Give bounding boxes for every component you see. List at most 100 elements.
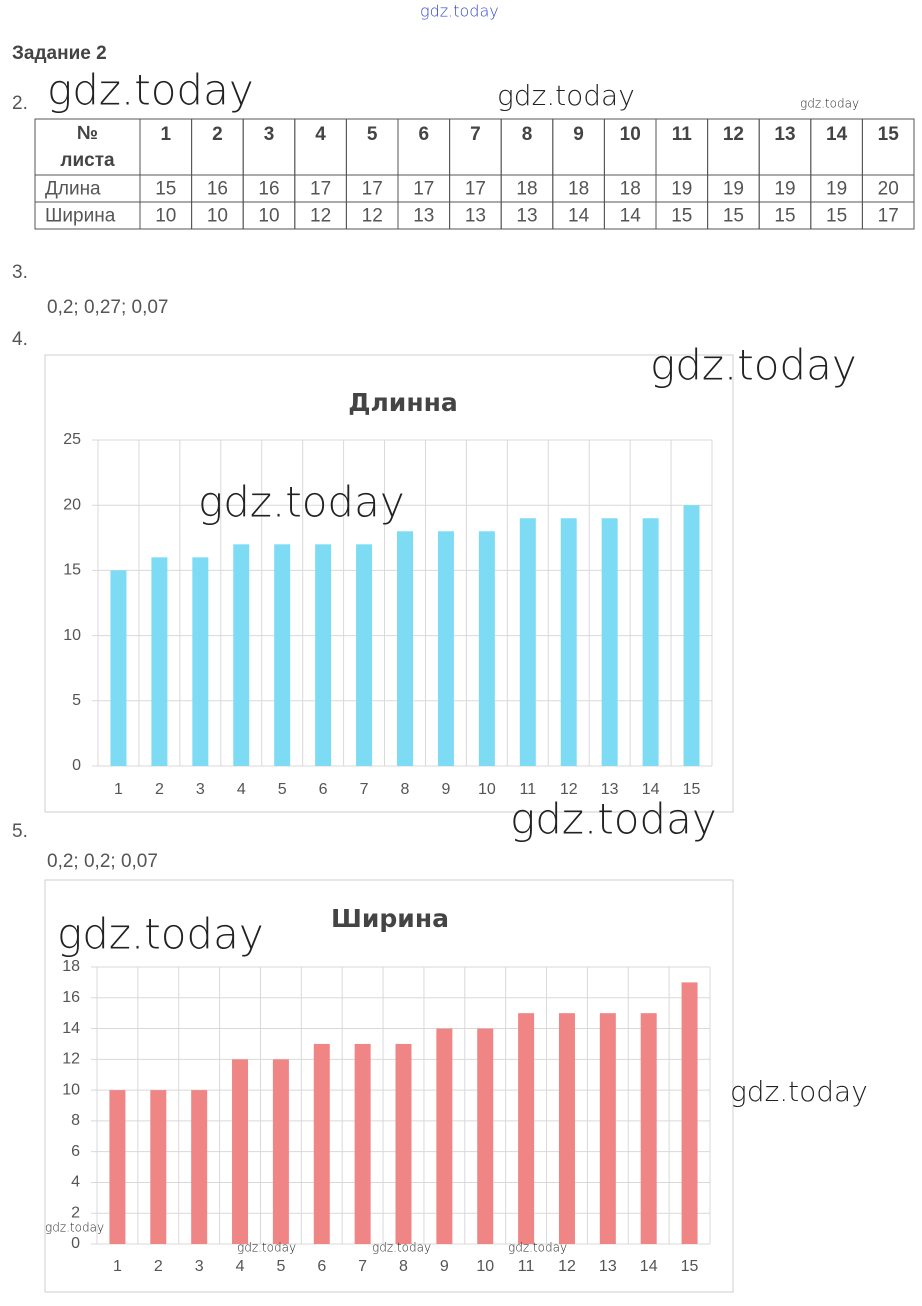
table-header-cell: 7 — [470, 124, 481, 145]
bar — [683, 505, 700, 766]
bar — [232, 1059, 249, 1244]
bar — [601, 518, 618, 766]
table-cell-text: 12 — [362, 206, 383, 227]
x-tick-label: 1 — [114, 781, 123, 798]
bar — [640, 1013, 657, 1244]
table-header-cell: 15 — [878, 124, 900, 145]
chart-frame — [44, 354, 734, 813]
table-header-cell: 5 — [367, 124, 378, 145]
table-header-cell: 11 — [672, 124, 693, 145]
table-cell-text: 19 — [671, 179, 692, 200]
y-tick-label: 10 — [62, 1081, 80, 1098]
table-header-cell: 14 — [826, 124, 848, 145]
watermark: gdz.today — [372, 1241, 431, 1255]
table-header-cell: 12 — [723, 124, 744, 145]
bar — [274, 544, 291, 766]
x-tick-label: 15 — [681, 1258, 699, 1275]
watermark: gdz.today — [198, 478, 405, 527]
bar — [518, 1013, 535, 1244]
table-header-cell: 1 — [161, 124, 172, 145]
table-cell-text: 18 — [516, 179, 537, 200]
bar — [354, 1043, 371, 1244]
watermark: gdz.today — [420, 2, 499, 21]
y-tick-label: 4 — [71, 1174, 80, 1191]
table-cell-text: 17 — [413, 179, 434, 200]
table-cell-text: 13 — [516, 206, 537, 227]
x-tick-label: 12 — [558, 1258, 576, 1275]
table-header-cell: 6 — [419, 124, 430, 145]
heading: Задание 2 — [12, 43, 107, 64]
table-cell-text: 15 — [774, 206, 795, 227]
bar — [558, 1013, 575, 1244]
y-tick-label: 20 — [63, 496, 81, 513]
x-tick-label: 14 — [642, 781, 660, 798]
y-tick-label: 12 — [62, 1051, 80, 1068]
table-cell-text: 10 — [258, 206, 279, 227]
table-cell-text: 10 — [207, 206, 228, 227]
table-header-cell: 3 — [264, 124, 275, 145]
answer: 0,2; 0,2; 0,07 — [47, 851, 158, 872]
x-tick-label: 15 — [683, 781, 701, 798]
x-tick-label: 7 — [358, 1258, 367, 1275]
x-tick-label: 4 — [237, 781, 246, 798]
x-tick-label: 7 — [360, 781, 369, 798]
table-header-cell: № листа — [60, 123, 115, 171]
bar — [395, 1043, 412, 1244]
x-tick-label: 14 — [640, 1258, 658, 1275]
table-cell-text: 14 — [568, 206, 590, 227]
x-tick-label: 6 — [319, 781, 328, 798]
watermark: gdz.today — [45, 1221, 104, 1235]
y-tick-label: 5 — [72, 692, 81, 709]
x-tick-label: 11 — [518, 1258, 535, 1275]
watermark: gdz.today — [47, 66, 254, 115]
item-number: 5. — [12, 821, 28, 842]
bar — [681, 982, 698, 1244]
table-cell-text: 19 — [826, 179, 847, 200]
table-cell-text: 15 — [155, 179, 176, 200]
table-cell-text: 17 — [310, 179, 331, 200]
table-cell-text: 19 — [774, 179, 795, 200]
bar — [110, 570, 127, 766]
y-tick-label: 18 — [62, 958, 80, 975]
table-cell — [861, 201, 915, 230]
table-cell-text: 15 — [723, 206, 744, 227]
x-tick-label: 3 — [196, 781, 205, 798]
table-cell-text: 19 — [723, 179, 744, 200]
x-tick-label: 6 — [317, 1258, 326, 1275]
table-header-cell: 2 — [212, 124, 223, 145]
bar — [599, 1013, 616, 1244]
table-row-label: Длина — [45, 179, 101, 200]
table-cell-text: 16 — [207, 179, 228, 200]
bar — [436, 1028, 453, 1244]
x-tick-label: 10 — [476, 1258, 494, 1275]
y-tick-label: 15 — [63, 562, 81, 579]
table-cell-text: 15 — [826, 206, 847, 227]
bar — [437, 531, 454, 766]
x-tick-label: 1 — [113, 1258, 122, 1275]
item-number: 3. — [12, 262, 28, 283]
chart-frame — [44, 879, 734, 1293]
table-header-cell: 9 — [573, 124, 584, 145]
y-tick-label: 14 — [62, 1020, 80, 1037]
table-cell-text: 16 — [258, 179, 279, 200]
bar — [519, 518, 536, 766]
x-tick-label: 9 — [441, 781, 450, 798]
table-cell-text: 17 — [362, 179, 383, 200]
x-tick-label: 13 — [601, 781, 619, 798]
watermark: gdz.today — [237, 1241, 296, 1255]
table-cell-text: 10 — [155, 206, 176, 227]
x-tick-label: 8 — [401, 781, 410, 798]
bar — [356, 544, 373, 766]
y-tick-label: 6 — [71, 1143, 80, 1160]
x-tick-label: 2 — [155, 781, 164, 798]
item-number: 4. — [12, 329, 28, 350]
x-tick-label: 13 — [599, 1258, 617, 1275]
bar — [315, 544, 332, 766]
table-header-cell: 4 — [315, 124, 326, 145]
x-tick-label: 3 — [195, 1258, 204, 1275]
table-cell-text: 17 — [465, 179, 486, 200]
table-cell-text: 18 — [568, 179, 589, 200]
bar — [192, 557, 209, 766]
watermark: gdz.today — [800, 97, 859, 111]
